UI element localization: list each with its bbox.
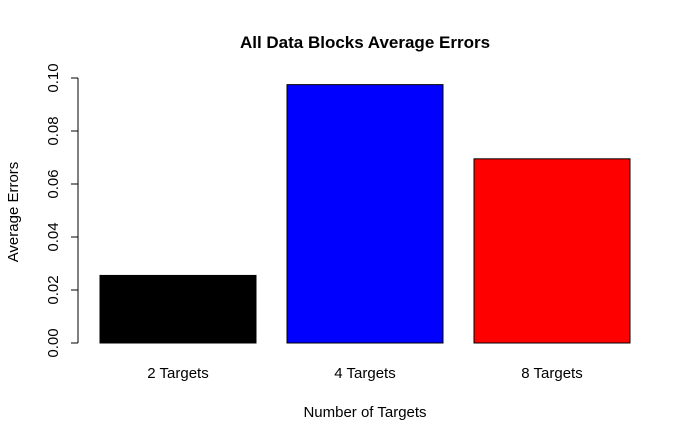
chart-title: All Data Blocks Average Errors	[240, 33, 490, 52]
bar	[286, 84, 444, 344]
x-tick-label: 4 Targets	[334, 365, 395, 382]
y-axis-title: Average Errors	[5, 162, 22, 263]
x-axis-title: Number of Targets	[303, 404, 426, 421]
x-axis-labels: 2 Targets 4 Targets 8 Targets	[147, 365, 582, 382]
y-tick-label: 0.06	[45, 169, 62, 198]
y-tick-label: 0.04	[45, 222, 62, 251]
y-tick-label: 0.02	[45, 275, 62, 304]
x-tick-label: 2 Targets	[147, 365, 208, 382]
y-tick-label: 0.08	[45, 116, 62, 145]
x-tick-label: 8 Targets	[521, 365, 582, 382]
bars	[99, 84, 631, 344]
bar	[473, 158, 631, 344]
y-tick-label: 0.00	[45, 328, 62, 357]
y-tick-label: 0.10	[45, 63, 62, 92]
y-axis: 0.00 0.02 0.04 0.06 0.08 0.10	[45, 63, 79, 358]
bar	[99, 274, 257, 344]
